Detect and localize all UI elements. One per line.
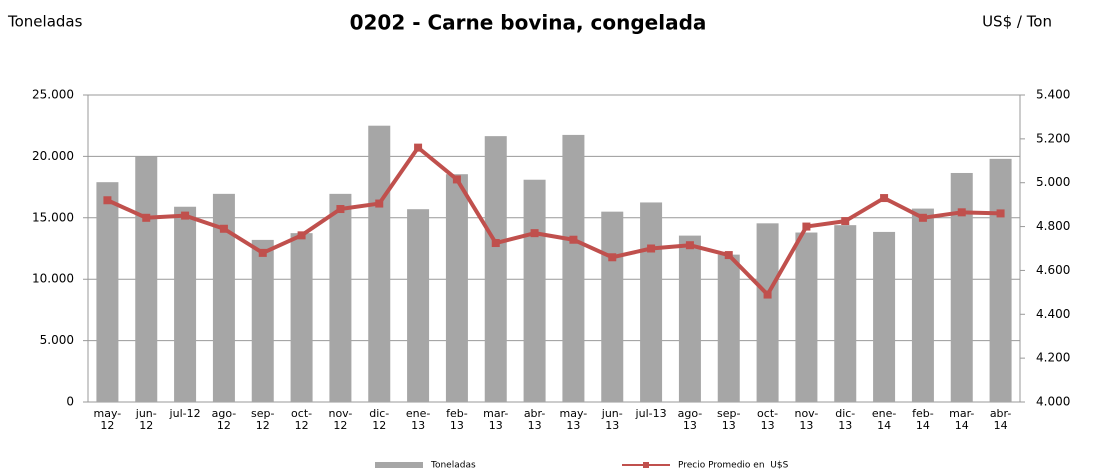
x-tick-label: feb-13 bbox=[446, 407, 468, 432]
bar bbox=[484, 136, 507, 402]
line-marker bbox=[530, 229, 539, 238]
line-marker bbox=[841, 217, 850, 226]
x-tick-label: sep-13 bbox=[717, 407, 740, 432]
bar bbox=[795, 232, 818, 402]
bar bbox=[562, 134, 585, 402]
line-marker bbox=[724, 251, 733, 260]
bar bbox=[756, 223, 779, 402]
x-tick-label: ago-12 bbox=[212, 407, 237, 432]
x-tick-label: ago-13 bbox=[678, 407, 703, 432]
y2-axis-title: US$ / Ton bbox=[982, 13, 1052, 31]
x-tick-label: jul-13 bbox=[635, 407, 667, 420]
y2-tick-label: 5.000 bbox=[1036, 175, 1070, 189]
x-tick-label: jul-12 bbox=[169, 407, 201, 420]
bar bbox=[834, 225, 857, 402]
line-marker bbox=[258, 248, 267, 257]
line-marker bbox=[336, 205, 345, 214]
line-marker bbox=[181, 211, 190, 220]
line-marker bbox=[219, 224, 228, 233]
legend-label: Precio Promedio en U$S bbox=[678, 461, 789, 471]
y2-tick-label: 4.400 bbox=[1036, 307, 1070, 321]
line-marker bbox=[880, 194, 889, 203]
bar bbox=[601, 211, 624, 402]
bar bbox=[212, 193, 235, 402]
x-tick-label: dic-12 bbox=[369, 407, 389, 432]
line-marker bbox=[996, 209, 1005, 218]
line-marker bbox=[452, 175, 461, 184]
bar bbox=[329, 193, 352, 402]
y-tick-label: 0 bbox=[66, 395, 74, 409]
line-marker bbox=[297, 231, 306, 240]
x-tick-label: abr-13 bbox=[524, 407, 546, 432]
x-tick-label: nov-12 bbox=[328, 407, 352, 432]
x-tick-label: feb-14 bbox=[912, 407, 934, 432]
line-marker bbox=[491, 239, 500, 248]
line-marker bbox=[569, 235, 578, 244]
x-tick-label: nov-13 bbox=[794, 407, 818, 432]
y-tick-label: 25.000 bbox=[32, 88, 74, 102]
line-marker bbox=[957, 208, 966, 217]
x-tick-label: mar-13 bbox=[483, 407, 508, 432]
y-tick-label: 20.000 bbox=[32, 149, 74, 163]
x-tick-label: jun-12 bbox=[135, 407, 157, 432]
bar bbox=[96, 182, 119, 402]
y2-tick-label: 5.200 bbox=[1036, 131, 1070, 145]
legend-swatch bbox=[375, 462, 423, 468]
line-marker bbox=[647, 244, 656, 253]
bar bbox=[678, 235, 701, 402]
bar bbox=[640, 202, 663, 402]
line-marker bbox=[763, 290, 772, 299]
bar bbox=[523, 179, 546, 402]
x-tick-label: ene-14 bbox=[872, 407, 897, 432]
bar bbox=[950, 172, 973, 402]
bar bbox=[873, 231, 896, 402]
legend-swatch-marker bbox=[643, 462, 649, 468]
bar bbox=[445, 174, 468, 402]
bar bbox=[911, 208, 934, 402]
x-tick-label: oct-13 bbox=[757, 407, 778, 432]
x-tick-label: ene-13 bbox=[406, 407, 431, 432]
bar bbox=[174, 206, 197, 402]
y2-tick-label: 4.600 bbox=[1036, 263, 1070, 277]
line-marker bbox=[918, 213, 927, 222]
x-tick-label: sep-12 bbox=[251, 407, 274, 432]
bar bbox=[407, 209, 430, 402]
bar bbox=[368, 125, 391, 402]
x-tick-label: oct-12 bbox=[291, 407, 312, 432]
x-tick-label: may-12 bbox=[94, 407, 122, 432]
line-marker bbox=[375, 199, 384, 208]
bar bbox=[717, 254, 740, 402]
x-tick-label: dic-13 bbox=[835, 407, 855, 432]
line-marker bbox=[608, 253, 617, 262]
x-tick-label: mar-14 bbox=[949, 407, 974, 432]
bar bbox=[135, 156, 158, 402]
y-tick-label: 10.000 bbox=[32, 272, 74, 286]
line-marker bbox=[414, 143, 423, 152]
bar bbox=[989, 158, 1012, 402]
y-axis-title: Toneladas bbox=[7, 13, 83, 31]
line bbox=[106, 145, 1001, 297]
x-tick-label: abr-14 bbox=[990, 407, 1012, 432]
y2-tick-label: 4.200 bbox=[1036, 351, 1070, 365]
bar bbox=[251, 239, 274, 402]
y2-tick-label: 4.000 bbox=[1036, 395, 1070, 409]
line-marker bbox=[685, 241, 694, 250]
y-tick-label: 15.000 bbox=[32, 210, 74, 224]
line-marker bbox=[802, 222, 811, 231]
legend-label: Toneladas bbox=[430, 461, 476, 471]
y-tick-label: 5.000 bbox=[40, 333, 74, 347]
chart-title: 0202 - Carne bovina, congelada bbox=[350, 11, 707, 35]
y2-tick-label: 4.800 bbox=[1036, 219, 1070, 233]
bar bbox=[290, 233, 313, 402]
line-marker bbox=[103, 196, 112, 205]
y2-tick-label: 5.400 bbox=[1036, 88, 1070, 102]
line-marker bbox=[142, 213, 151, 222]
x-tick-label: jun-13 bbox=[601, 407, 623, 432]
x-tick-label: may-13 bbox=[560, 407, 588, 432]
